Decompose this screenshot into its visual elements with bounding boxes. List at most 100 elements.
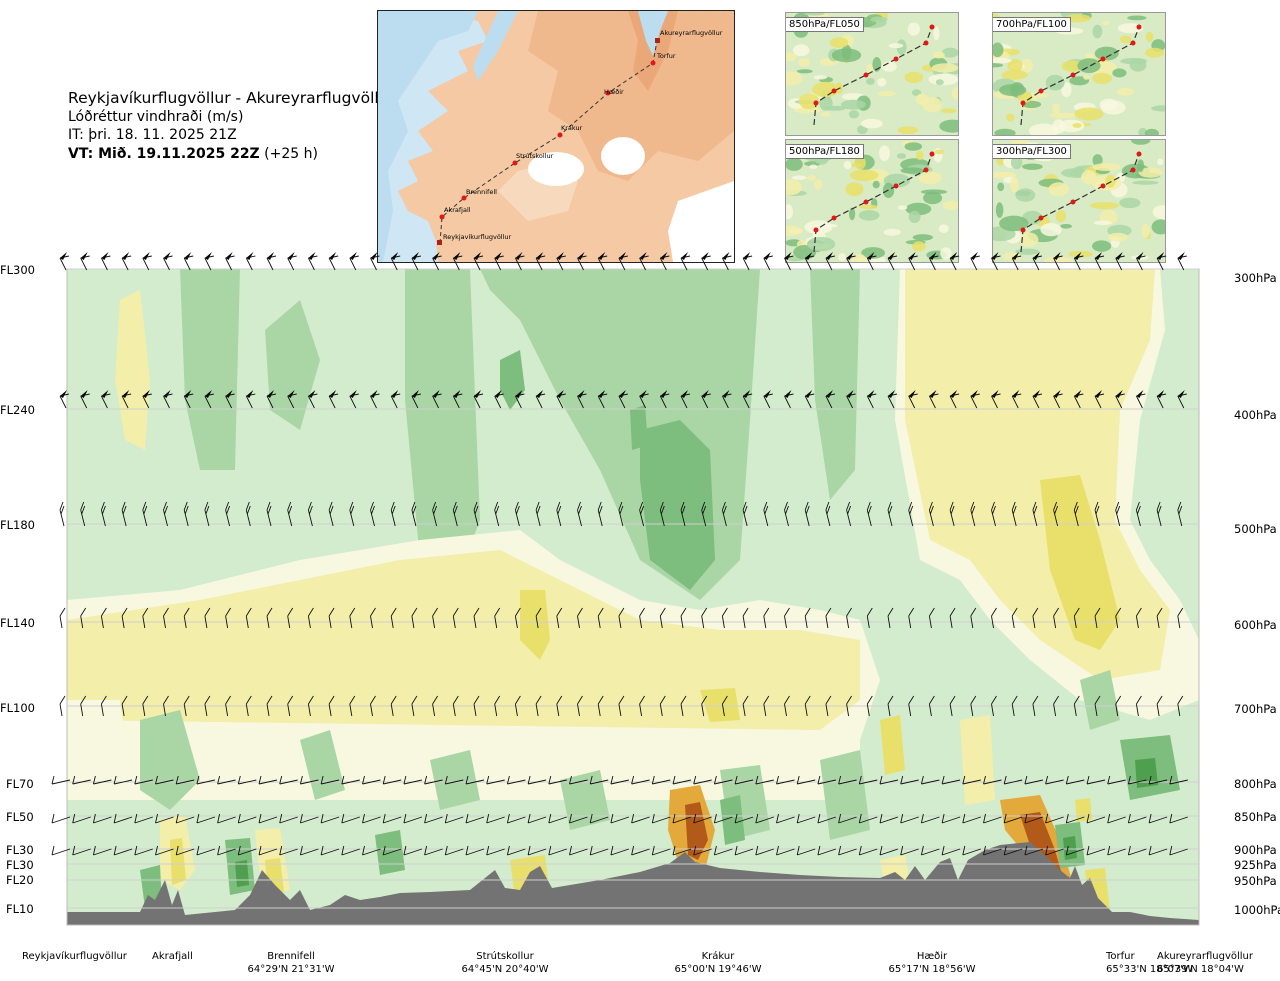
wind-barb xyxy=(1073,695,1080,717)
wind-barb xyxy=(1127,813,1147,824)
location-akrafjall: Akrafjall xyxy=(152,950,193,963)
map-label-brennifell: Brennifell xyxy=(466,188,497,196)
wind-barb xyxy=(245,252,256,271)
wind-barb xyxy=(610,813,630,824)
wind-barb xyxy=(320,813,340,824)
wind-barb xyxy=(237,845,257,856)
fl-label-10: FL10 xyxy=(6,902,34,916)
wind-barb xyxy=(693,845,712,856)
location-krakur: Krákur 65°00'N 19°46'W xyxy=(673,950,763,976)
wind-barb xyxy=(287,695,294,717)
wind-barb xyxy=(370,501,375,527)
valid-time: VT: Mið. 19.11.2025 22Z (+25 h) xyxy=(68,145,395,164)
wind-barb xyxy=(804,607,811,629)
wind-barb xyxy=(121,607,128,629)
wind-barb xyxy=(59,501,65,527)
wind-barb xyxy=(287,390,297,409)
wind-barb xyxy=(80,390,90,409)
wind-barb xyxy=(473,501,479,527)
route-title: Reykjavíkurflugvöllur - Akureyrarflugvöl… xyxy=(68,89,395,107)
wind-barb xyxy=(1127,845,1147,856)
wind-barb xyxy=(328,252,339,271)
wind-barb xyxy=(742,252,753,271)
wind-barb xyxy=(266,501,272,527)
wind-barb xyxy=(556,501,562,527)
wind-barb xyxy=(163,695,169,717)
wind-barb xyxy=(693,775,712,785)
wind-barb xyxy=(618,607,625,629)
panel-500[interactable]: 500hPa/FL180 xyxy=(785,139,959,263)
map-label-torfur: Torfur xyxy=(656,52,676,60)
wind-barb xyxy=(155,775,174,785)
wind-barb xyxy=(1177,695,1184,717)
wind-barb xyxy=(237,813,257,824)
fl-label-240: FL240 xyxy=(0,403,35,417)
wind-barb xyxy=(59,695,66,717)
wind-barb xyxy=(217,845,236,856)
wind-barb xyxy=(672,845,692,856)
wind-barb xyxy=(204,607,211,629)
wind-barb xyxy=(411,501,417,527)
wind-barb xyxy=(742,607,749,629)
wind-barb xyxy=(307,695,314,717)
wind-barb xyxy=(80,501,86,527)
wind-barb xyxy=(307,501,313,527)
wind-barb xyxy=(796,775,816,785)
hpa-label-600: 600hPa xyxy=(1234,618,1277,632)
wind-barb xyxy=(631,845,650,856)
wind-barb xyxy=(763,501,769,527)
wind-barb xyxy=(444,813,464,824)
location-coord: 64°45'N 20°40'W xyxy=(461,964,549,975)
wind-barb xyxy=(1115,390,1125,409)
wind-barb xyxy=(597,390,608,409)
wind-barb xyxy=(776,813,795,824)
wind-barb xyxy=(514,390,525,409)
wind-barb xyxy=(1045,845,1064,856)
wind-barb xyxy=(1127,775,1147,785)
wind-barb xyxy=(535,695,542,717)
wind-barb xyxy=(693,813,712,824)
wind-barb xyxy=(328,390,339,409)
wind-barb xyxy=(920,845,940,856)
wind-barb xyxy=(1032,390,1042,409)
wind-barb xyxy=(403,845,423,856)
wind-barb xyxy=(1177,390,1187,409)
fl-label-70: FL70 xyxy=(6,777,34,791)
wind-barb xyxy=(680,607,687,629)
wind-barb xyxy=(370,607,376,629)
wind-barb xyxy=(1135,695,1142,717)
map-label-reykjavik: Reykjavíkurflugvöllur xyxy=(443,233,512,241)
wind-barb xyxy=(1032,501,1038,527)
panel-850[interactable]: 850hPa/FL050 xyxy=(785,12,959,136)
wind-barb xyxy=(1011,501,1017,527)
wind-barb xyxy=(920,813,940,824)
panel-300[interactable]: 300hPa/FL300 xyxy=(992,139,1166,263)
wind-barb xyxy=(1094,695,1101,717)
wind-barb xyxy=(589,775,609,785)
wind-barb xyxy=(908,390,918,409)
wind-barb xyxy=(1053,501,1059,527)
panel-700[interactable]: 700hPa/FL100 xyxy=(992,12,1166,136)
wind-barb xyxy=(390,501,396,527)
hpa-label-950: 950hPa xyxy=(1234,874,1277,888)
wind-barb xyxy=(287,501,293,527)
wind-barb xyxy=(465,775,485,785)
wind-barb xyxy=(155,845,174,856)
wind-barb xyxy=(659,501,665,527)
wind-barb xyxy=(962,813,981,824)
wind-barb xyxy=(742,390,753,409)
wind-barb xyxy=(506,845,526,856)
wind-barb xyxy=(962,775,981,785)
wind-barb xyxy=(941,813,961,824)
wind-barb xyxy=(846,390,856,409)
location-coord: 65°00'N 19°46'W xyxy=(674,964,762,975)
wind-barb xyxy=(494,390,504,409)
wind-barb xyxy=(1115,695,1122,717)
wind-barb xyxy=(535,501,541,527)
wind-barb xyxy=(287,252,297,271)
wind-barb xyxy=(639,695,645,717)
wind-barb xyxy=(279,775,298,785)
wind-barb xyxy=(784,501,789,527)
location-haedir: Hæðir 65°17'N 18°56'W xyxy=(887,950,977,976)
wind-barb xyxy=(1045,775,1064,785)
